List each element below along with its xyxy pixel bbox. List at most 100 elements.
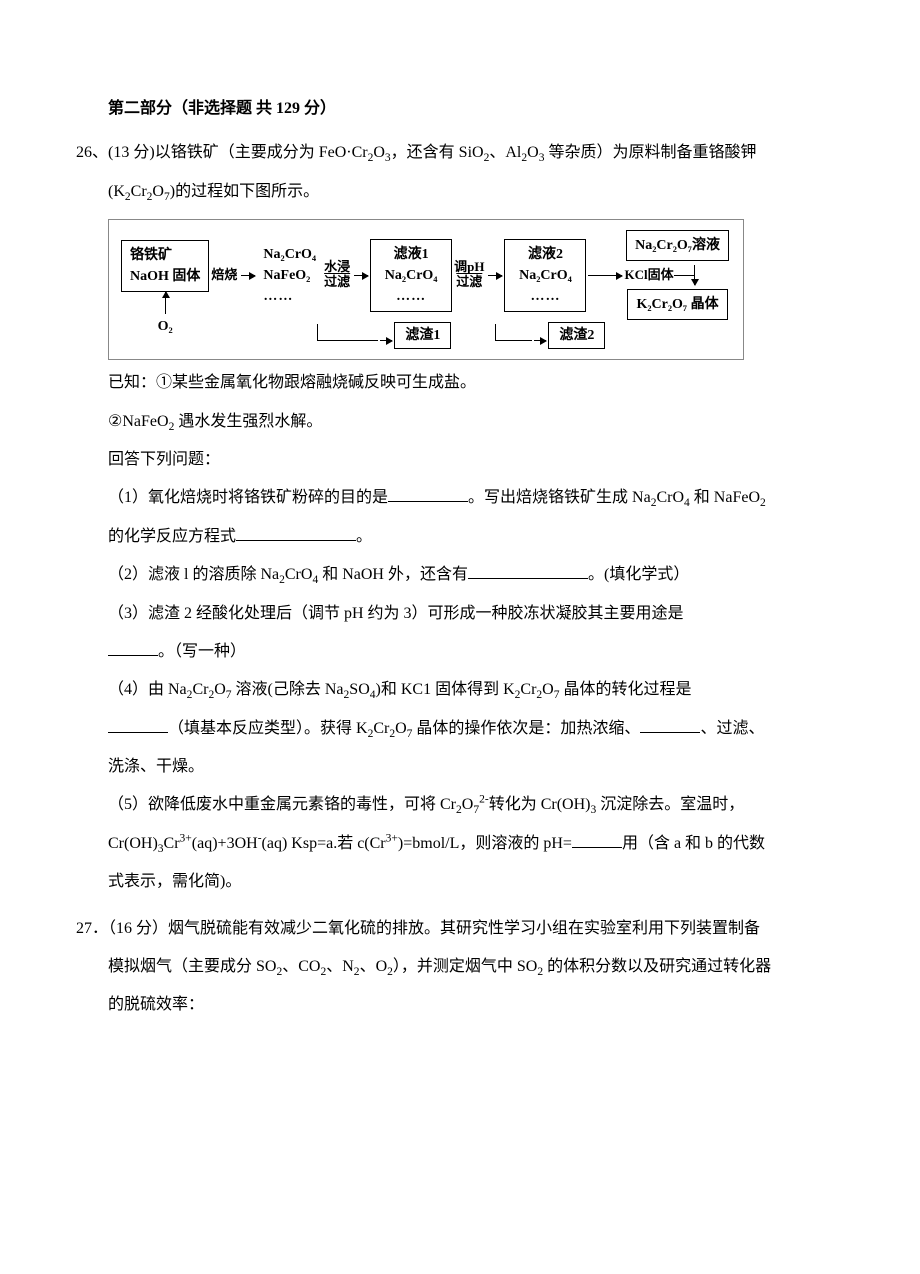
dia-crystal: K₂Cr₂O₇ 晶体 xyxy=(627,289,727,320)
sub-2: 2 xyxy=(187,689,193,701)
q26-p5-l3: 式表示，需化简)。 xyxy=(76,863,844,901)
dia-ph-l2: 过滤 xyxy=(456,275,482,290)
q26-l2b: )的过程如下图所示。 xyxy=(170,183,319,200)
q26-p4a: （4）由 Na xyxy=(108,681,187,698)
q26-p1-l1: （1）氧化焙烧时将铬铁矿粉碎的目的是。写出焙烧铬铁矿生成 Na2CrO4 和 N… xyxy=(76,479,844,517)
arrow-right-icon xyxy=(534,340,546,341)
q26-p4b: 溶液(己除去 Na xyxy=(232,681,344,698)
blank xyxy=(108,639,158,656)
q26-p2c: 。(填化学式） xyxy=(588,566,689,583)
q26-diagram: 铬铁矿 NaOH 固体 O₂ 焙烧 Na xyxy=(108,219,844,360)
connector xyxy=(674,275,694,276)
q27-line1: 27．（16 分）烟气脱硫能有效减少二氧化硫的排放。其研究性学习小组在实验室利用… xyxy=(76,910,844,948)
q27-line2: 模拟烟气（主要成分 SO2、CO2、N2、O2），并测定烟气中 SO2 的体积分… xyxy=(76,948,844,986)
dia-ph: 调pH 过滤 xyxy=(452,260,486,290)
q26-p1c: 和 NaFeO xyxy=(690,489,760,506)
sub-2: 2 xyxy=(344,689,350,701)
dia-dots: …… xyxy=(513,286,577,307)
q27-l2e: ），并测定烟气中 SO xyxy=(393,958,537,975)
dia-prod1-l1: Na₂CrO₄ xyxy=(263,244,316,265)
sub-2: 2 xyxy=(389,728,395,740)
arrow-right-icon xyxy=(354,275,368,276)
dia-residue1: 滤渣1 xyxy=(394,322,451,349)
q26-p5-l1: （5）欲降低废水中重金属元素铬的毒性，可将 Cr2O72-转化为 Cr(OH)3… xyxy=(76,786,844,824)
q26-points: (13 分) xyxy=(108,144,155,161)
q27-l2c: 、N xyxy=(326,958,354,975)
q27-l2d: 、O xyxy=(360,958,388,975)
q26-p1l2: 的化学反应方程式 xyxy=(108,528,236,545)
arrow-right-icon xyxy=(488,275,502,276)
sub-2: 2 xyxy=(208,689,214,701)
sub-2: 2 xyxy=(368,728,374,740)
dia-kcl: KCl固体 xyxy=(624,265,673,285)
q26-p1a: （1）氧化焙烧时将铬铁矿粉碎的目的是 xyxy=(108,489,388,506)
q26-known1: 已知：①某些金属氧化物跟熔融烧碱反映可生成盐。 xyxy=(76,364,844,402)
sub-2: 2 xyxy=(147,191,153,203)
q26-intro-a: 以铬铁矿（主要成分为 FeO·Cr xyxy=(155,144,368,161)
sub-2: 2 xyxy=(125,191,131,203)
q26-p4-l1: （4）由 Na2Cr2O7 溶液(己除去 Na2SO4)和 KC1 固体得到 K… xyxy=(76,671,844,709)
question-26: 26、(13 分)以铬铁矿（主要成分为 FeO·Cr2O3，还含有 SiO2、A… xyxy=(76,134,844,901)
q27-number: 27． xyxy=(76,920,108,937)
arrow-up-icon xyxy=(165,292,166,314)
dia-residue2: 滤渣2 xyxy=(548,322,605,349)
dia-leach: 水浸 过滤 xyxy=(322,260,352,290)
q26-intro-c: 、Al xyxy=(489,144,521,161)
dia-f2-l2: Na₂CrO₄ xyxy=(513,265,577,286)
q26-answer-header: 回答下列问题： xyxy=(76,441,844,479)
dia-roast-label: 焙烧 xyxy=(211,268,237,283)
sub-2: 2 xyxy=(279,574,285,586)
sub-2: 2 xyxy=(651,498,657,510)
q26-p1b: 。写出焙烧铬铁矿生成 Na xyxy=(468,489,651,506)
blank xyxy=(640,716,700,733)
arrow-down-icon xyxy=(694,265,695,285)
q26-number: 26、 xyxy=(76,144,108,161)
dia-input-box: 铬铁矿 NaOH 固体 xyxy=(121,240,209,292)
q26-known2: ②NaFeO2 遇水发生强烈水解。 xyxy=(76,403,844,441)
arrow-right-icon xyxy=(380,340,392,341)
dia-f1-l2: Na₂CrO₄ xyxy=(379,265,443,286)
dia-f1-l1: 滤液1 xyxy=(379,244,443,265)
q26-p5l2a: Cr(OH) xyxy=(108,835,158,852)
sup-3plus: 3+ xyxy=(386,833,398,845)
q26-intro-line1: 26、(13 分)以铬铁矿（主要成分为 FeO·Cr2O3，还含有 SiO2、A… xyxy=(76,134,844,172)
q27-points: （16 分） xyxy=(108,920,168,937)
q26-p5l2b: Cr xyxy=(164,835,180,852)
q26-l2a: (K xyxy=(108,183,125,200)
blank xyxy=(572,831,622,848)
q26-p5l2c: (aq)+3OH xyxy=(192,835,258,852)
q26-p3-l1: （3）滤渣 2 经酸化处理后（调节 pH 约为 3）可形成一种胶冻状凝胶其主要用… xyxy=(76,595,844,633)
q27-l2b: 、CO xyxy=(282,958,320,975)
dia-prod1-l2: NaFeO₂ xyxy=(263,265,316,286)
sub-2: 2 xyxy=(760,498,766,510)
sub-2: 2 xyxy=(515,689,521,701)
dia-input-l2: NaOH 固体 xyxy=(130,266,200,287)
q26-known2b: 遇水发生强烈水解。 xyxy=(174,413,322,430)
q26-p5-l2: Cr(OH)3Cr3+(aq)+3OH-(aq) Ksp=a.若 c(Cr3+)… xyxy=(76,825,844,863)
dia-o2: O₂ xyxy=(152,314,179,339)
q26-p5a: （5）欲降低废水中重金属元素铬的毒性，可将 Cr xyxy=(108,796,456,813)
dia-f2-l1: 滤液2 xyxy=(513,244,577,265)
dia-prod1: Na₂CrO₄ NaFeO₂ …… xyxy=(257,242,322,309)
dia-roast: 焙烧 xyxy=(209,268,239,283)
q26-p4c: )和 KC1 固体得到 K xyxy=(376,681,515,698)
dia-solution: Na₂Cr₂O₇溶液 xyxy=(626,230,729,261)
q26-p5l2d: (aq) Ksp=a.若 c(Cr xyxy=(262,835,386,852)
sub-2: 2 xyxy=(456,805,462,817)
dia-leach-l2: 过滤 xyxy=(324,275,350,290)
q27-l2f: 的体积分数以及研究通过转化器 xyxy=(543,958,771,975)
q26-p2: （2）滤液 l 的溶质除 Na2CrO4 和 NaOH 外，还含有。(填化学式） xyxy=(76,556,844,594)
q27-line3: 的脱硫效率： xyxy=(76,986,844,1024)
q27-l2a: 模拟烟气（主要成分 SO xyxy=(108,958,276,975)
q26-p4d: 晶体的转化过程是 xyxy=(560,681,692,698)
q26-p2b: 和 NaOH 外，还含有 xyxy=(318,566,468,583)
blank xyxy=(468,562,588,579)
q26-p5l2e: )=bmol/L，则溶液的 pH= xyxy=(398,835,572,852)
q26-p3b: 。（写一种） xyxy=(158,643,246,660)
arrow-right-icon xyxy=(588,275,622,276)
q26-p4-l2: （填基本反应类型）。获得 K2Cr2O7 晶体的操作依次是：加热浓缩、、过滤、 xyxy=(76,710,844,748)
q26-p4l2b: 晶体的操作依次是：加热浓缩、 xyxy=(412,720,640,737)
sub-2: 2 xyxy=(536,689,542,701)
dia-dots: …… xyxy=(263,286,316,307)
question-27: 27．（16 分）烟气脱硫能有效减少二氧化硫的排放。其研究性学习小组在实验室利用… xyxy=(76,910,844,1025)
